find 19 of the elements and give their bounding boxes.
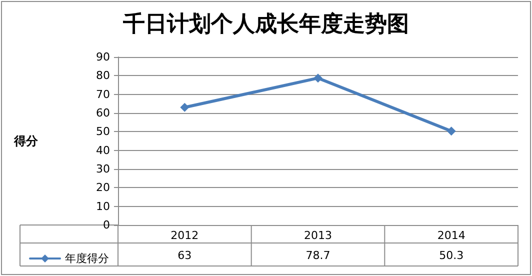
x-tick-label: 2012 [170, 229, 199, 242]
chart-title: 千日计划个人成长年度走势图 [122, 11, 409, 37]
data-label: 78.7 [306, 249, 330, 262]
y-tick-label: 0 [103, 218, 110, 232]
data-label: 63 [178, 249, 192, 262]
y-tick-label: 90 [96, 50, 110, 64]
y-tick-label: 50 [96, 125, 110, 138]
y-tick-label: 20 [96, 181, 110, 194]
y-axis-title: 得分 [13, 134, 39, 148]
x-tick-label: 2014 [437, 229, 466, 242]
y-tick-label: 80 [96, 69, 110, 82]
y-tick-label: 60 [96, 106, 110, 120]
y-tick-label: 40 [96, 144, 110, 157]
y-tick-label: 30 [96, 162, 110, 176]
data-label: 50.3 [439, 249, 464, 262]
y-tick-label: 70 [96, 88, 110, 101]
x-tick-label: 2013 [304, 229, 332, 242]
legend-label: 年度得分 [65, 252, 109, 265]
y-tick-label: 10 [96, 200, 110, 213]
